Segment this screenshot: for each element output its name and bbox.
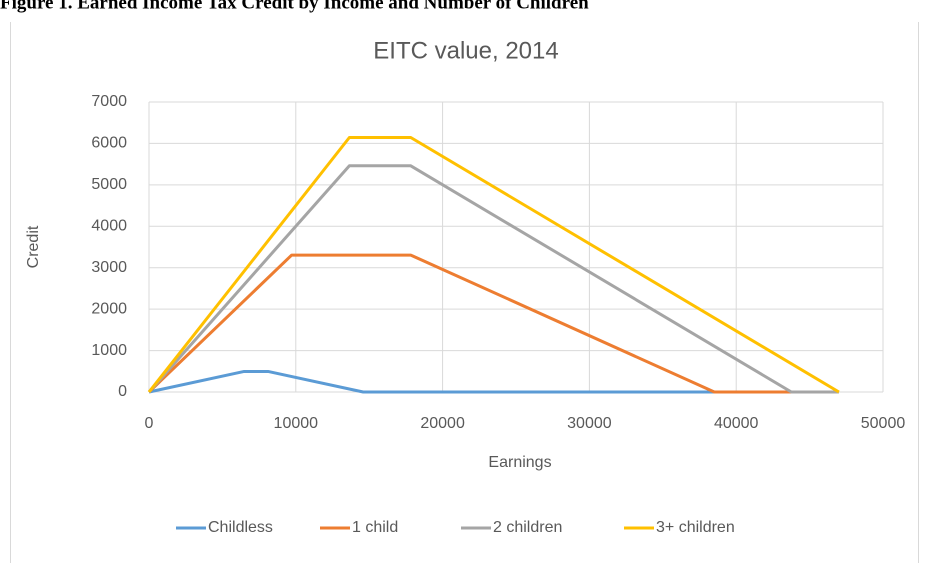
chart-title: EITC value, 2014 <box>373 37 558 64</box>
series-line <box>148 369 715 394</box>
y-tick-label: 7000 <box>91 93 127 110</box>
x-tick-label: 50000 <box>861 415 906 432</box>
x-tick-label: 20000 <box>420 415 465 432</box>
y-tick-label: 6000 <box>91 135 127 152</box>
caption: Figure 1. Earned Income Tax Credit by In… <box>0 0 589 13</box>
legend-label: 2 children <box>493 519 562 536</box>
x-tick-label: 30000 <box>567 415 612 432</box>
series-line <box>147 253 792 394</box>
x-axis-title: Earnings <box>488 454 551 471</box>
y-tick-label: 0 <box>118 383 127 400</box>
series-line <box>147 164 839 394</box>
legend-label: Childless <box>208 519 273 536</box>
series-line <box>147 136 840 394</box>
y-axis-title: Credit <box>25 225 42 268</box>
x-tick-label: 0 <box>145 415 154 432</box>
legend-label: 3+ children <box>656 519 735 536</box>
y-tick-label: 4000 <box>91 218 127 235</box>
x-tick-label: 40000 <box>714 415 759 432</box>
legend-label: 1 child <box>352 519 398 536</box>
y-tick-label: 1000 <box>91 342 127 359</box>
y-tick-label: 5000 <box>91 176 127 193</box>
y-tick-label: 3000 <box>91 259 127 276</box>
y-tick-label: 2000 <box>91 300 127 317</box>
x-tick-label: 10000 <box>274 415 319 432</box>
